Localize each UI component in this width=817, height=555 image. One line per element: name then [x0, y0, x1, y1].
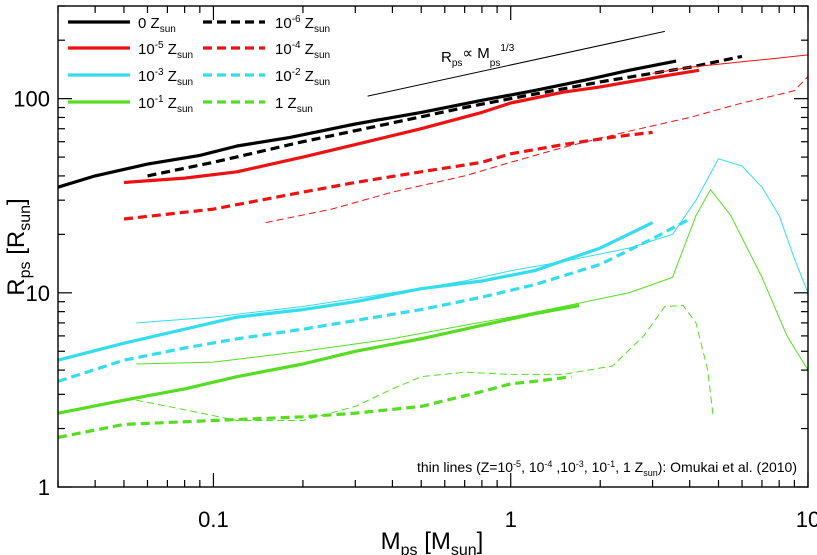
annotation-part: ): Omukai et al. (2010)	[658, 459, 797, 475]
y-tick-label: 100	[13, 87, 50, 112]
axis-label-part: sun	[17, 205, 34, 231]
annotation-part: ,10	[552, 459, 576, 475]
series-line-7	[58, 375, 572, 439]
axis-label-part: sun	[451, 542, 477, 555]
annotation-part: sun	[643, 468, 658, 478]
plot-frame	[57, 5, 809, 488]
reference-line-label: Rps∝ Mps 1/3	[441, 43, 515, 69]
x-tick-label: 0.1	[198, 507, 229, 532]
annotation-layer: thin lines (Z=10-5, 10-4 ,10-3, 10-1, 1 …	[417, 459, 797, 478]
annotation-part: -1	[607, 459, 615, 469]
legend-z-symbol: Z	[288, 95, 297, 112]
legend-z-sub: sun	[160, 24, 176, 35]
legend-z-exponent: -5	[155, 40, 164, 51]
legend-z-prefix: 1	[275, 95, 283, 112]
series-line-11	[136, 189, 808, 371]
annotation-part: thin lines (Z=10	[417, 459, 513, 475]
legend-z-symbol: Z	[168, 68, 177, 85]
axis-label-part: [R	[3, 231, 30, 262]
legend-z-sub: sun	[314, 24, 330, 35]
axis-label-part: [M	[418, 528, 451, 555]
x-axis-label: Mps [Msun]	[381, 528, 484, 555]
legend-z-sub: sun	[314, 77, 330, 88]
legend-z-symbol: Z	[151, 15, 160, 32]
x-tick-label: 10	[796, 507, 817, 532]
annotation-part: -3	[576, 459, 584, 469]
legend-z-symbol: Z	[168, 41, 177, 58]
axis-label-part: ]	[3, 198, 30, 205]
reference-label-part: R	[441, 49, 452, 66]
legend-z-prefix: 10	[138, 95, 155, 112]
legend-entry-label: 10-3 Zsun	[138, 67, 193, 88]
series-line-10	[136, 158, 808, 324]
plot-background	[58, 6, 808, 487]
annotation-text: thin lines (Z=10-5, 10-4 ,10-3, 10-1, 1 …	[417, 459, 797, 478]
legend-z-symbol: Z	[305, 68, 314, 85]
annotation-part: , 1 Z	[615, 459, 643, 475]
series-line-2	[123, 68, 700, 185]
legend-z-prefix: 10	[275, 68, 292, 85]
legend-entry-label: 10-2 Zsun	[275, 67, 330, 88]
legend-z-symbol: Z	[305, 15, 314, 32]
annotation-part: , 10	[521, 459, 545, 475]
series-line-9	[265, 76, 808, 224]
annotation-part: , 10	[584, 459, 608, 475]
reference-label-part: ps	[490, 58, 501, 69]
legend-z-symbol: Z	[168, 95, 177, 112]
reference-line-layer: Rps∝ Mps 1/3	[367, 30, 665, 97]
y-tick-label: 1	[38, 475, 50, 500]
axis-label-part: ps	[401, 542, 418, 555]
series-line-3	[123, 130, 653, 221]
legend-z-symbol: Z	[305, 41, 314, 58]
series-line-12	[136, 305, 714, 421]
reference-label-part: ps	[452, 58, 463, 69]
plot-area	[58, 6, 808, 487]
legend-z-sub: sun	[297, 104, 313, 115]
series-line-5	[58, 217, 691, 383]
annotation-part: -4	[544, 459, 552, 469]
annotation-part: -5	[513, 459, 521, 469]
legend-z-sub: sun	[314, 50, 330, 61]
legend-z-exponent: -1	[155, 94, 164, 105]
legend-entry-label: 1 Zsun	[275, 95, 313, 115]
series-layer	[58, 54, 808, 439]
legend-entry-label: 10-1 Zsun	[138, 94, 193, 115]
legend-z-prefix: 10	[275, 15, 292, 32]
legend-z-exponent: -3	[155, 67, 164, 78]
legend-z-prefix: 10	[138, 41, 155, 58]
legend-entry-label: 10-4 Zsun	[275, 40, 330, 61]
legend-z-sub: sun	[177, 104, 193, 115]
axis-label-part: M	[381, 528, 401, 555]
legend-z-sub: sun	[177, 77, 193, 88]
series-line-0	[58, 59, 677, 189]
legend-z-exponent: -4	[292, 40, 301, 51]
axis-label-part: ]	[477, 528, 484, 555]
x-tick-label: 1	[505, 507, 517, 532]
legend-z-exponent: -6	[292, 14, 301, 25]
legend-z-prefix: 10	[138, 68, 155, 85]
axis-label-part: R	[3, 278, 30, 295]
legend-entry-label: 10-6 Zsun	[275, 14, 330, 35]
legend-z-prefix: 10	[275, 41, 292, 58]
y-axis-label: Rps [Rsun]	[3, 198, 34, 295]
reference-label-part: 1/3	[500, 43, 514, 54]
reference-slope-line	[367, 30, 665, 97]
series-line-8	[652, 54, 808, 74]
axis-label-part: ps	[17, 261, 34, 278]
series-line-6	[58, 303, 580, 415]
legend-entry-label: 10-5 Zsun	[138, 40, 193, 61]
legend-entry-label: 0 Zsun	[138, 15, 176, 35]
reference-label-part: ∝ M	[462, 45, 489, 62]
y-tick-label: 10	[26, 281, 50, 306]
legend-z-prefix: 0	[138, 15, 146, 32]
legend-z-exponent: -2	[292, 67, 301, 78]
legend-z-sub: sun	[177, 50, 193, 61]
